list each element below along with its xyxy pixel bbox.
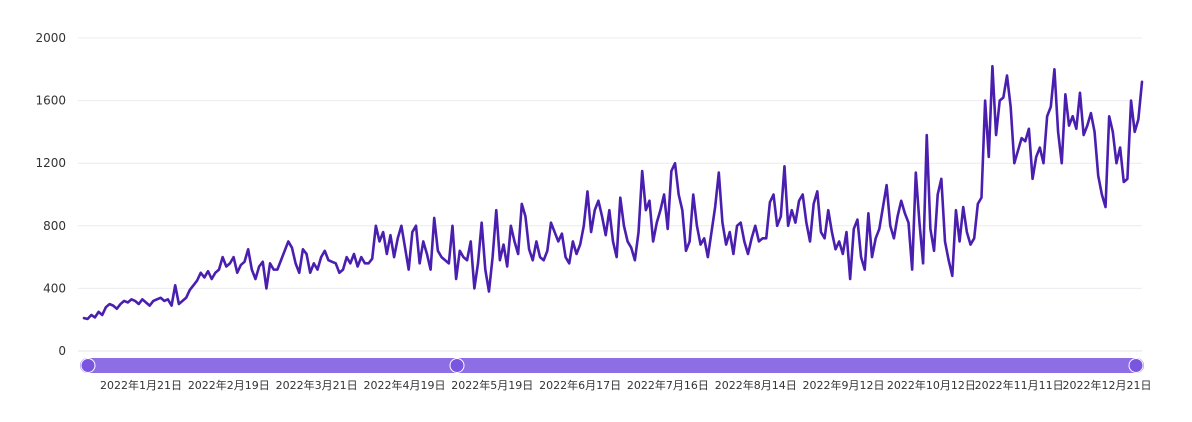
x-tick-label: 2022年6月17日 <box>539 378 621 392</box>
x-tick-label: 2022年1月21日 <box>100 378 182 392</box>
x-tick-label: 2022年5月19日 <box>451 378 533 392</box>
zoom-slider-handle-right[interactable] <box>1128 358 1144 373</box>
x-tick-label: 2022年9月12日 <box>803 378 885 392</box>
series-line <box>82 64 1144 321</box>
x-tick-label: 2022年7月16日 <box>627 378 709 392</box>
x-tick-label: 2022年4月19日 <box>363 378 445 392</box>
y-tick-label: 0 <box>58 344 66 358</box>
x-tick-label: 2022年3月21日 <box>276 378 358 392</box>
zoom-slider-handle-left[interactable] <box>80 358 96 373</box>
x-tick-label: 2022年10月12日 <box>887 378 976 392</box>
y-tick-label: 1200 <box>35 156 66 170</box>
x-tick-label: 2022年11月11日 <box>975 378 1064 392</box>
x-tick-label: 2022年12月21日 <box>1063 378 1152 392</box>
y-tick-label: 1600 <box>35 94 66 108</box>
y-tick-label: 2000 <box>35 31 66 45</box>
y-tick-label: 400 <box>43 281 66 295</box>
zoom-slider-handle-mid[interactable] <box>449 358 465 373</box>
y-tick-label: 800 <box>43 219 66 233</box>
x-tick-label: 2022年8月14日 <box>715 378 797 392</box>
zoom-slider-track[interactable] <box>80 358 1144 373</box>
x-tick-label: 2022年2月19日 <box>188 378 270 392</box>
